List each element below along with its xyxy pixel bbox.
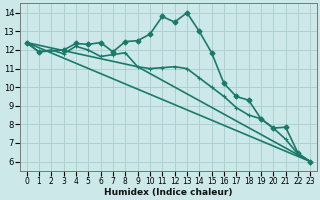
X-axis label: Humidex (Indice chaleur): Humidex (Indice chaleur) (104, 188, 233, 197)
